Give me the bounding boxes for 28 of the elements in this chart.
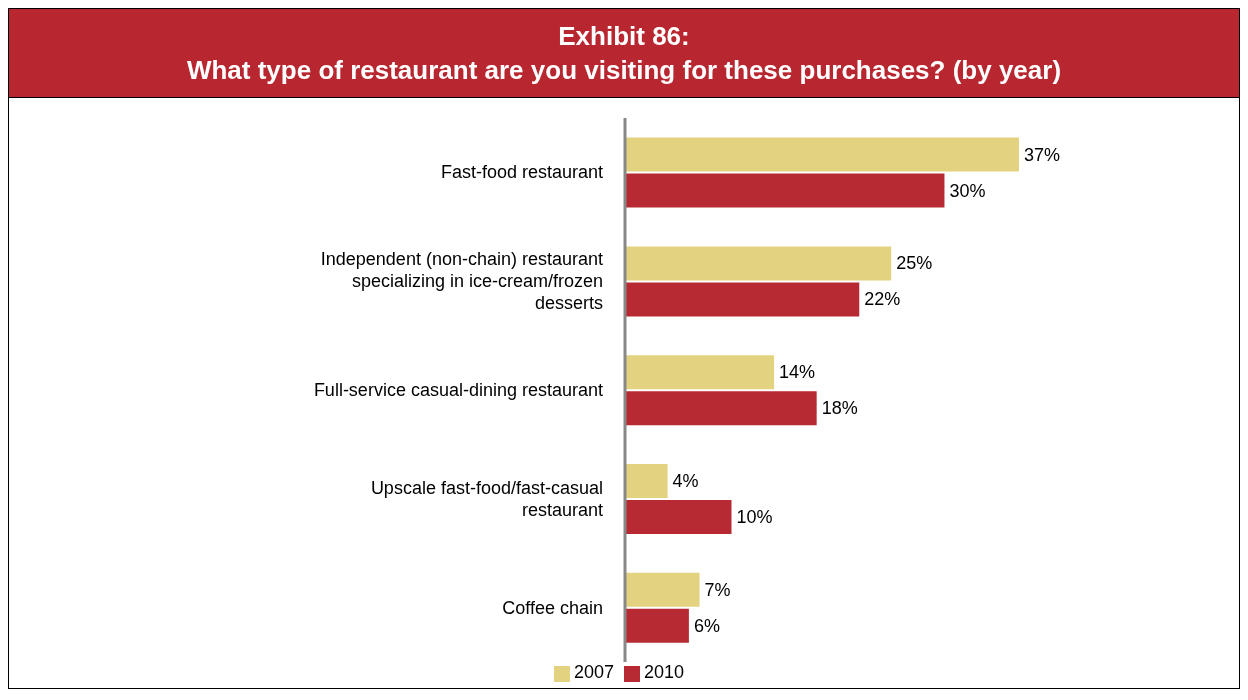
data-label: 7% xyxy=(704,579,731,600)
data-label: 14% xyxy=(779,362,816,383)
bar xyxy=(625,391,817,426)
bar xyxy=(625,246,892,281)
y-tick-label: Coffee chain xyxy=(502,597,603,618)
y-tick-label: Full-service casual-dining restaurant xyxy=(313,380,603,400)
bar xyxy=(625,572,700,607)
y-tick-label: Fast-food restaurant xyxy=(440,162,603,183)
data-label: 6% xyxy=(693,615,720,636)
data-label: 18% xyxy=(821,398,858,419)
bar xyxy=(625,608,689,643)
data-label: 37% xyxy=(1024,144,1061,165)
data-label: 30% xyxy=(949,180,986,201)
bar xyxy=(625,355,775,390)
bar xyxy=(625,282,860,317)
data-label: 22% xyxy=(864,289,901,310)
y-tick-label: Upscale fast-food/fast-casual restaurant xyxy=(370,477,603,520)
data-label: 10% xyxy=(736,506,773,527)
chart-title: Exhibit 86: What type of restaurant are you visiting for these purchases? (by year) xyxy=(185,20,1063,87)
bar xyxy=(625,173,945,208)
legend-label: 2007 xyxy=(573,662,614,682)
bar xyxy=(625,463,668,498)
legend-label: 2010 xyxy=(644,662,685,682)
y-tick-label: Independent (non-chain) restaurant specializing in ice-cream/frozen desserts xyxy=(320,249,603,314)
bar xyxy=(625,137,1019,172)
bar xyxy=(625,499,732,534)
data-label: 4% xyxy=(672,470,699,491)
data-label: 25% xyxy=(896,253,933,274)
